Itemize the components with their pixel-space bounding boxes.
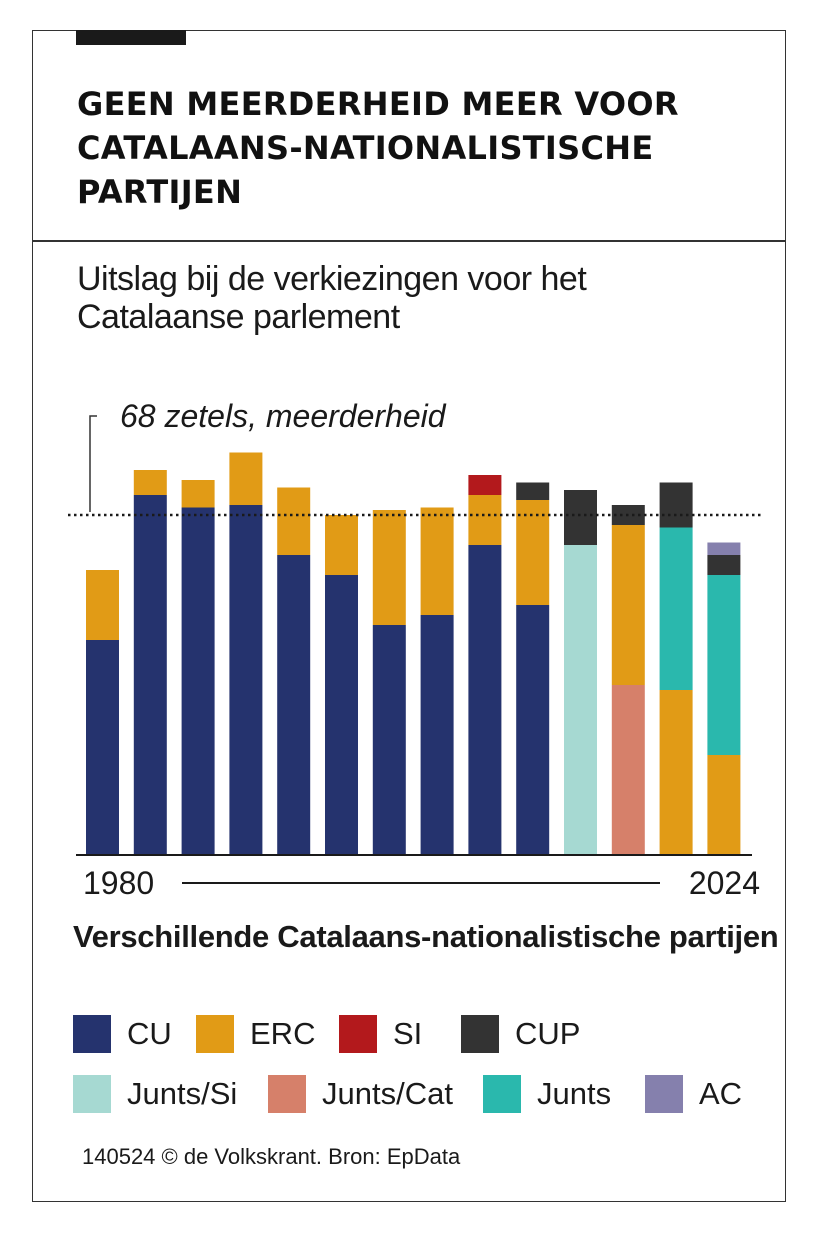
bar-2012-cup (516, 482, 550, 500)
bar-2021-junts (659, 527, 693, 690)
legend-title: Verschillende Catalaans-nationalistische… (73, 919, 779, 954)
legend-label-ac: AC (699, 1076, 743, 1111)
bar-2006-erc (420, 507, 454, 615)
legend-item-junts-si: Junts/Si (73, 1074, 237, 1114)
bar-1988-cu (181, 507, 215, 855)
legend-swatch-cu (73, 1015, 111, 1053)
source-credit: 140524 © de Volkskrant. Bron: EpData (82, 1144, 461, 1169)
legend-swatch-junts (483, 1075, 521, 1113)
chart-subtitle: Uitslag bij de verkiezingen voor het Cat… (77, 260, 587, 336)
bar-1995-erc (277, 487, 311, 555)
bar-group-2012 (516, 482, 550, 855)
bar-group-2006 (420, 507, 454, 855)
legend-item-junts: Junts (483, 1074, 611, 1114)
legend-item-ac: AC (645, 1074, 742, 1114)
bar-group-2010 (468, 475, 502, 855)
legend-label-junts-cat: Junts/Cat (322, 1076, 453, 1111)
bar-group-1984 (133, 470, 167, 855)
legend-item-erc: ERC (196, 1014, 315, 1054)
bar-1992-cu (229, 505, 263, 855)
bar-group-1995 (277, 487, 311, 855)
bar-2024-cup (707, 555, 741, 575)
bar-2024-junts (707, 575, 741, 755)
legend-item-cup: CUP (461, 1014, 580, 1054)
legend-label-junts: Junts (537, 1076, 612, 1111)
bar-1999-cu (325, 575, 358, 855)
majority-label-leader (89, 415, 97, 512)
bar-2015-cup (564, 490, 597, 545)
bar-group-2021 (659, 482, 693, 855)
legend-label-erc: ERC (250, 1016, 316, 1051)
bar-1992-erc (229, 452, 263, 505)
bar-2012-erc (516, 500, 550, 605)
bar-1988-erc (181, 480, 215, 508)
header-divider (32, 240, 786, 242)
bar-2015-junts-si (564, 545, 597, 855)
bar-1999-erc (325, 515, 358, 575)
bar-group-1999 (325, 515, 358, 855)
legend-label-cu: CU (127, 1016, 172, 1051)
chart-title: GEEN MEERDERHEID MEER VOOR CATALAANS-NAT… (77, 85, 679, 211)
bar-2010-cu (468, 545, 502, 855)
legend-swatch-junts-si (73, 1075, 111, 1113)
bar-2010-si (468, 475, 502, 495)
bar-2024-ac (707, 542, 741, 555)
legend-label-junts-si: Junts/Si (127, 1076, 238, 1111)
legend-swatch-cup (461, 1015, 499, 1053)
bar-1980-cu (86, 640, 119, 855)
bar-2003-erc (372, 510, 406, 625)
legend-label-cup: CUP (515, 1016, 581, 1051)
legend-swatch-junts-cat (268, 1075, 306, 1113)
bar-2006-cu (420, 615, 454, 855)
bar-1980-erc (86, 570, 119, 640)
x-axis-end-label: 2024 (689, 865, 760, 900)
chart-frame (32, 30, 786, 1202)
bar-group-1980 (86, 570, 119, 855)
bar-2012-cu (516, 605, 550, 855)
bar-2003-cu (372, 625, 406, 855)
bar-group-2017 (611, 505, 645, 855)
bar-2021-cup (659, 482, 693, 528)
bar-2017-erc (611, 525, 645, 685)
legend-swatch-si (339, 1015, 377, 1053)
bar-1995-cu (277, 555, 311, 855)
majority-label: 68 zetels, meerderheid (120, 398, 447, 434)
bar-2017-junts-cat (611, 685, 645, 855)
bar-2024-erc (707, 755, 741, 855)
bar-1984-cu (133, 495, 167, 855)
bar-groups (86, 452, 741, 855)
legend-item-si: SI (339, 1014, 422, 1054)
legend-label-si: SI (393, 1016, 423, 1051)
bar-group-2003 (372, 510, 406, 855)
bar-group-1988 (181, 480, 215, 855)
legend-item-cu: CU (73, 1014, 172, 1054)
bar-group-2024 (707, 542, 741, 855)
x-axis-start-label: 1980 (83, 865, 154, 900)
bar-group-1992 (229, 452, 263, 855)
stacked-bar-chart: 68 zetels, meerderheid 1980 2024 (68, 398, 762, 900)
legend-swatch-ac (645, 1075, 683, 1113)
legend-swatch-erc (196, 1015, 234, 1053)
bar-group-2015 (564, 490, 597, 855)
bar-2010-erc (468, 495, 502, 545)
legend-item-junts-cat: Junts/Cat (268, 1074, 453, 1114)
bar-2021-erc (659, 690, 693, 855)
bar-1984-erc (133, 470, 167, 495)
header-accent-bar (76, 30, 186, 45)
